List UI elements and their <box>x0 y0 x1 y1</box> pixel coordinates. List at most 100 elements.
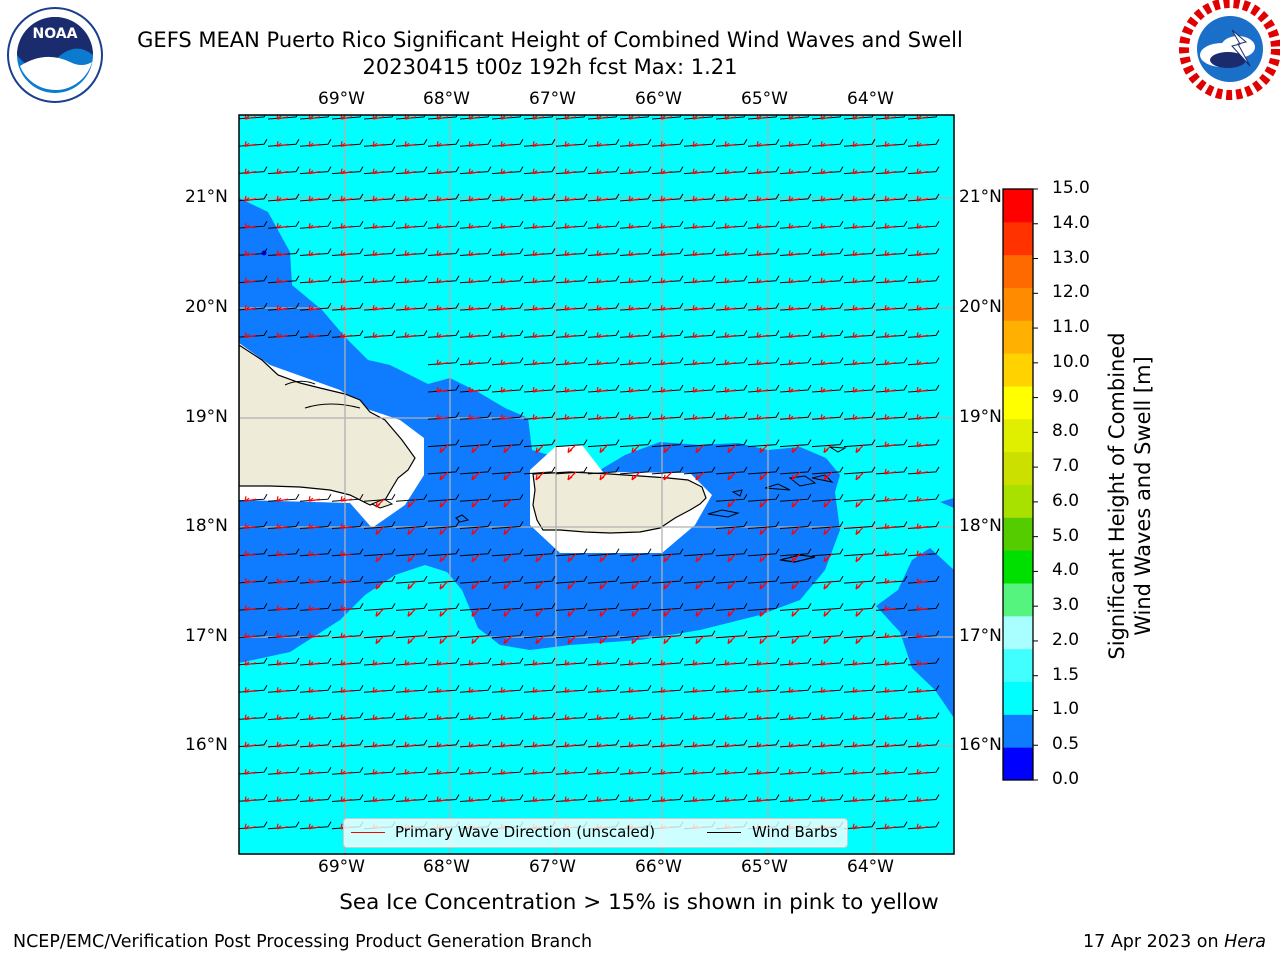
wave-direction-arrow <box>276 605 289 611</box>
wave-direction-arrow <box>244 741 257 748</box>
wave-direction-arrow <box>916 523 929 530</box>
wind-barb <box>811 493 844 502</box>
wave-direction-arrow <box>276 223 289 229</box>
wave-direction-arrow <box>340 141 353 147</box>
wave-direction-and-wind-barbs <box>239 115 940 830</box>
wave-direction-arrow <box>916 195 929 202</box>
wave-direction-arrow <box>852 304 865 311</box>
wave-direction-arrow <box>564 769 577 775</box>
wave-direction-arrow <box>436 359 449 366</box>
wave-direction-arrow <box>852 687 865 693</box>
wind-barb <box>459 466 492 475</box>
wave-direction-arrow <box>500 687 513 693</box>
wave-direction-arrow <box>628 223 641 229</box>
wave-direction-arrow <box>660 796 673 803</box>
wave-direction-arrow <box>599 580 609 590</box>
wind-barb <box>715 521 748 529</box>
wave-direction-arrow <box>276 304 289 311</box>
wave-direction-arrow <box>244 223 257 229</box>
wave-direction-arrow <box>916 714 929 721</box>
lat-tick-left: 18°N <box>185 516 228 536</box>
colorbar-tick-label: 0.5 <box>1052 734 1080 755</box>
wave-direction-arrow <box>788 659 801 666</box>
wave-direction-arrow <box>788 277 801 284</box>
wave-direction-arrow <box>788 223 801 229</box>
wave-direction-arrow <box>916 687 929 693</box>
wave-direction-arrow <box>308 277 321 284</box>
wave-direction-arrow <box>692 769 705 775</box>
wind-barb <box>395 548 428 557</box>
wave-direction-arrow <box>535 471 545 481</box>
wave-direction-arrow <box>791 498 801 508</box>
wave-direction-arrow <box>276 632 289 639</box>
wave-direction-arrow <box>532 359 545 366</box>
wave-direction-arrow <box>692 195 705 202</box>
wind-barb <box>843 466 876 475</box>
wave-direction-arrow <box>468 195 481 202</box>
wave-direction-arrow <box>852 250 865 257</box>
wind-barb <box>747 466 780 475</box>
wave-direction-arrow <box>724 304 737 311</box>
colorbar-segment <box>1003 583 1033 617</box>
wave-direction-arrow <box>375 580 385 590</box>
wave-direction-arrow <box>852 769 865 775</box>
lat-tick-left: 17°N <box>185 626 228 646</box>
wave-direction-arrow <box>759 635 769 645</box>
noaa-logo-icon: NOAA <box>7 7 103 103</box>
wind-barb <box>459 548 492 557</box>
land-puerto-rico <box>532 471 707 534</box>
colorbar-tick-label: 4.0 <box>1052 560 1080 581</box>
wave-direction-arrow <box>756 195 769 202</box>
wave-direction-arrow <box>692 741 705 748</box>
wind-barb <box>747 439 780 448</box>
wave-direction-arrow <box>855 580 865 590</box>
wave-direction-arrow <box>852 796 865 803</box>
wind-barb <box>843 439 876 448</box>
wave-direction-arrow <box>596 359 609 366</box>
wind-barb <box>715 466 748 475</box>
lon-tick-top: 69°W <box>318 89 365 109</box>
wave-direction-arrow <box>276 550 289 557</box>
wave-direction-arrow <box>663 444 673 454</box>
wave-direction-arrow <box>372 659 385 666</box>
wave-direction-arrow <box>660 359 673 366</box>
wave-direction-arrow <box>407 498 417 508</box>
wave-direction-arrow <box>532 195 545 202</box>
wind-barb <box>651 439 684 448</box>
wind-barb <box>619 630 652 639</box>
wave-direction-arrow <box>727 580 737 590</box>
wave-direction-arrow <box>820 714 833 721</box>
wave-direction-arrow <box>244 605 257 611</box>
wave-direction-arrow <box>372 223 385 229</box>
wind-barb <box>619 603 652 611</box>
wind-barb <box>491 466 524 475</box>
wave-direction-arrow <box>916 632 929 639</box>
colorbar-segment <box>1003 517 1033 551</box>
wave-direction-arrow <box>628 386 641 393</box>
wave-direction-arrow <box>439 444 449 454</box>
wave-direction-arrow <box>340 168 353 175</box>
colorbar-segment <box>1003 615 1033 650</box>
wave-direction-arrow <box>692 687 705 693</box>
wave-direction-arrow <box>820 359 833 366</box>
wind-barb <box>363 575 396 584</box>
wave-direction-arrow <box>599 444 609 454</box>
wave-direction-arrow <box>308 223 321 229</box>
wave-direction-arrow <box>628 250 641 257</box>
wave-direction-arrow <box>308 714 321 721</box>
wave-direction-arrow <box>500 141 513 147</box>
wave-direction-arrow <box>823 471 833 481</box>
wave-direction-arrow <box>823 607 833 617</box>
wave-direction-arrow <box>855 553 865 563</box>
colorbar-tick-label: 12.0 <box>1052 282 1090 303</box>
wave-direction-arrow <box>468 687 481 693</box>
wave-direction-arrow <box>375 553 385 563</box>
wave-direction-arrow <box>759 471 769 481</box>
wave-direction-arrow <box>404 250 417 257</box>
wave-direction-arrow <box>564 304 577 311</box>
wind-barb <box>491 603 524 611</box>
footer-machine: Hera <box>1224 932 1266 952</box>
wind-barb <box>427 439 460 448</box>
wave-direction-arrow <box>596 332 609 338</box>
wind-barb <box>811 630 844 639</box>
